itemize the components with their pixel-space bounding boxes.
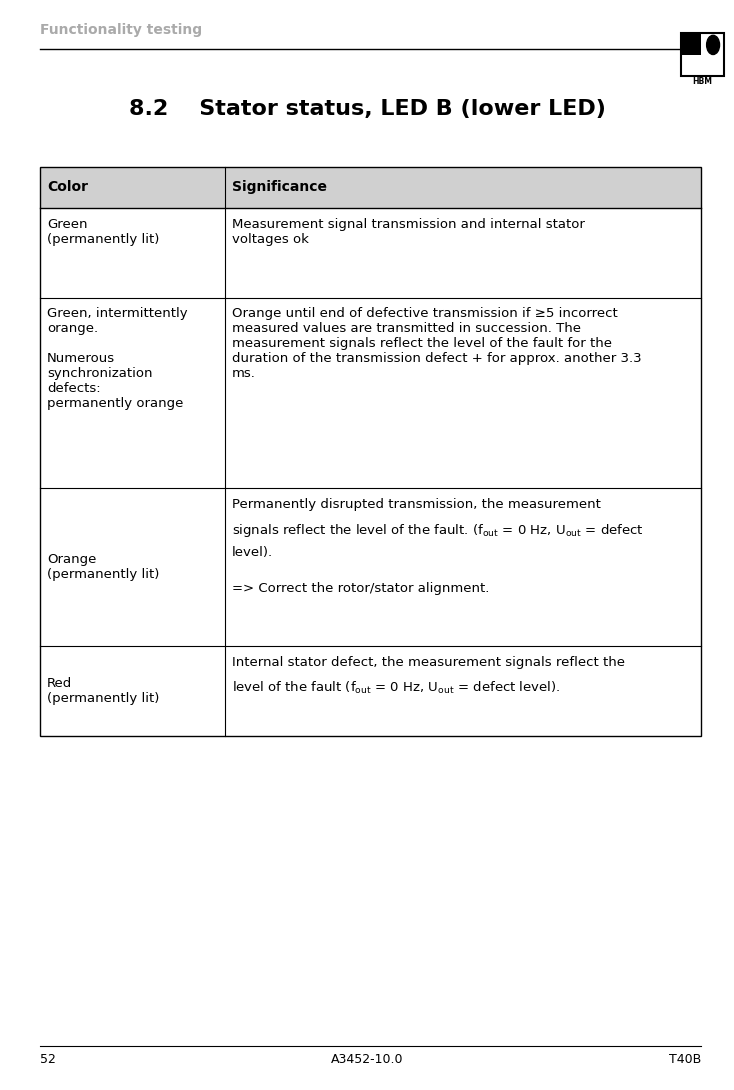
Text: Orange
(permanently lit): Orange (permanently lit): [47, 554, 159, 581]
Text: A3452-10.0: A3452-10.0: [331, 1053, 403, 1066]
Bar: [681, 33, 701, 56]
Text: level of the fault (f$_\mathregular{out}$ = 0 Hz, U$_\mathregular{out}$ = defect: level of the fault (f$_\mathregular{out}…: [232, 680, 560, 697]
Text: => Correct the rotor/stator alignment.: => Correct the rotor/stator alignment.: [232, 582, 490, 595]
Text: Orange until end of defective transmission if ≥5 incorrect
measured values are t: Orange until end of defective transmissi…: [232, 307, 642, 380]
Bar: [40, 167, 701, 736]
Text: Red
(permanently lit): Red (permanently lit): [47, 677, 159, 705]
Text: Significance: Significance: [232, 181, 327, 194]
Text: Green
(permanently lit): Green (permanently lit): [47, 218, 159, 246]
Text: Color: Color: [47, 181, 88, 194]
Text: signals reflect the level of the fault. (f$_\mathregular{out}$ = 0 Hz, U$_\mathr: signals reflect the level of the fault. …: [232, 522, 644, 540]
Text: Internal stator defect, the measurement signals reflect the: Internal stator defect, the measurement …: [232, 656, 625, 669]
Text: Permanently disrupted transmission, the measurement: Permanently disrupted transmission, the …: [232, 498, 601, 511]
Text: level).: level).: [232, 546, 273, 559]
Text: 52: 52: [40, 1053, 57, 1066]
Bar: [681, 33, 724, 76]
Text: Functionality testing: Functionality testing: [40, 23, 203, 37]
Text: Measurement signal transmission and internal stator
voltages ok: Measurement signal transmission and inte…: [232, 218, 585, 246]
Text: 8.2    Stator status, LED B (lower LED): 8.2 Stator status, LED B (lower LED): [128, 99, 606, 119]
Bar: [40, 167, 701, 208]
Circle shape: [707, 35, 719, 54]
Text: HBM: HBM: [692, 77, 713, 86]
Text: T40B: T40B: [669, 1053, 701, 1066]
Text: Green, intermittently
orange.

Numerous
synchronization
defects:
permanently ora: Green, intermittently orange. Numerous s…: [47, 307, 188, 410]
